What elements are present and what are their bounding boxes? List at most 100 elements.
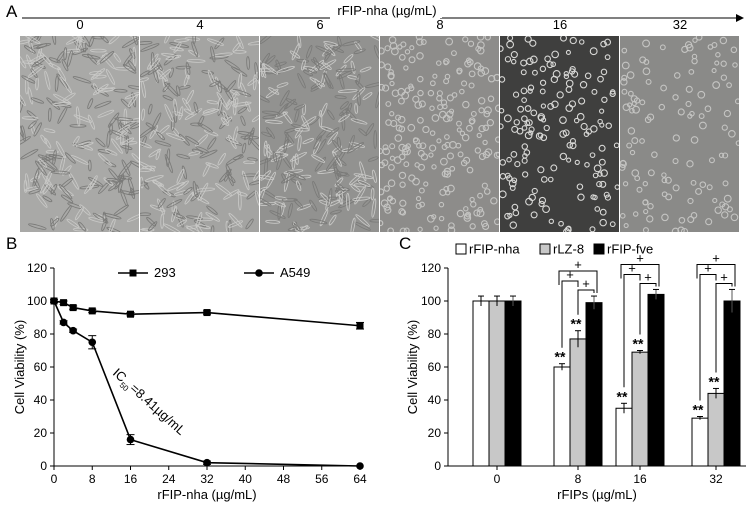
cell-round [429,80,436,87]
cell-spindle [302,66,319,71]
cell-spindle [27,87,34,105]
cell-spindle [127,60,137,71]
cell-round [461,80,468,87]
bracket-inner [577,289,595,315]
cell-round [521,115,528,123]
cell-round [687,216,695,224]
cell-spindle [57,106,68,124]
cell-round [469,223,476,230]
cell-spindle [262,63,279,75]
cell-round [639,99,646,106]
significance-plus: + [712,250,720,265]
panel-letter-a: A [6,2,18,21]
cell-round [504,172,511,179]
cell-spindle [272,151,277,163]
cell-spindle [24,186,40,192]
cell-round [684,41,693,49]
cell-round [732,62,738,68]
cell-spindle [167,182,186,191]
cell-round [512,91,520,98]
cell-round [525,197,533,206]
cell-spindle [173,42,182,53]
cell-round [494,104,499,112]
cell-spindle [174,38,190,43]
cell-spindle [218,80,223,93]
cell-round [393,156,402,164]
cell-round [699,181,707,188]
cell-round [389,80,395,87]
cell-round [504,56,512,63]
cell-round [398,153,406,161]
micrograph-4 [140,36,259,232]
cell-round [419,201,425,208]
cell-spindle [373,130,378,149]
cell-round [730,213,739,222]
cell-spindle [237,106,248,114]
cell-spindle [297,36,302,48]
cell-spindle [176,153,191,160]
cell-round [384,206,392,214]
cell-spindle [169,42,190,48]
legend-label-rFIP-fve: rFIP-fve [607,242,653,257]
cell-round [504,212,511,220]
cell-spindle [249,137,259,153]
cell-round [626,71,635,79]
cell-spindle [120,190,136,196]
cell-round [487,74,496,83]
cell-round [486,119,495,127]
cell-spindle [125,135,130,154]
cell-round [477,206,484,213]
cell-round [631,169,640,177]
cell-spindle [220,111,233,122]
concentration-label-8: 8 [436,17,444,32]
cell-spindle [348,141,366,148]
cell-round [449,165,456,172]
cell-round [506,40,515,49]
cell-round [643,59,650,65]
cell-spindle [293,198,303,209]
cell-round [719,36,728,45]
micrograph-background [380,36,499,232]
cell-spindle [199,149,218,159]
cell-round [560,36,568,42]
micrograph-background [20,36,139,232]
cell-round [443,58,450,65]
cell-round [690,212,698,219]
cell-round [720,60,727,67]
cell-spindle [347,75,359,80]
cell-round [385,119,392,126]
significance-plus: + [720,269,728,284]
bracket-middle [561,280,579,348]
cell-spindle [37,154,51,161]
cell-spindle [338,73,345,90]
cell-spindle [67,50,73,67]
cell-round [380,220,384,227]
cell-spindle [38,158,47,168]
cell-round [470,110,477,117]
cell-round [399,181,406,188]
cell-spindle [293,221,298,232]
cell-spindle [102,211,107,224]
cell-round [661,172,667,178]
significance-stars: ** [555,349,566,365]
cell-spindle [74,207,84,221]
cell-spindle [277,103,289,116]
cell-round [391,89,400,98]
cell-round [520,87,528,95]
cell-round [510,150,518,158]
cell-spindle [108,36,121,45]
cell-round [389,143,396,150]
cell-spindle [197,182,209,201]
cell-spindle [31,57,47,68]
cell-spindle [50,218,55,231]
cell-spindle [43,128,56,133]
cell-spindle [97,152,112,166]
cell-spindle [166,198,183,208]
cell-round [671,227,680,232]
cell-spindle [140,77,149,83]
cell-spindle [233,126,239,142]
y-tick-label: 40 [428,393,442,407]
legend-swatch-rFIP-fve [593,243,605,255]
cell-spindle [41,156,58,171]
cell-spindle [291,155,296,170]
